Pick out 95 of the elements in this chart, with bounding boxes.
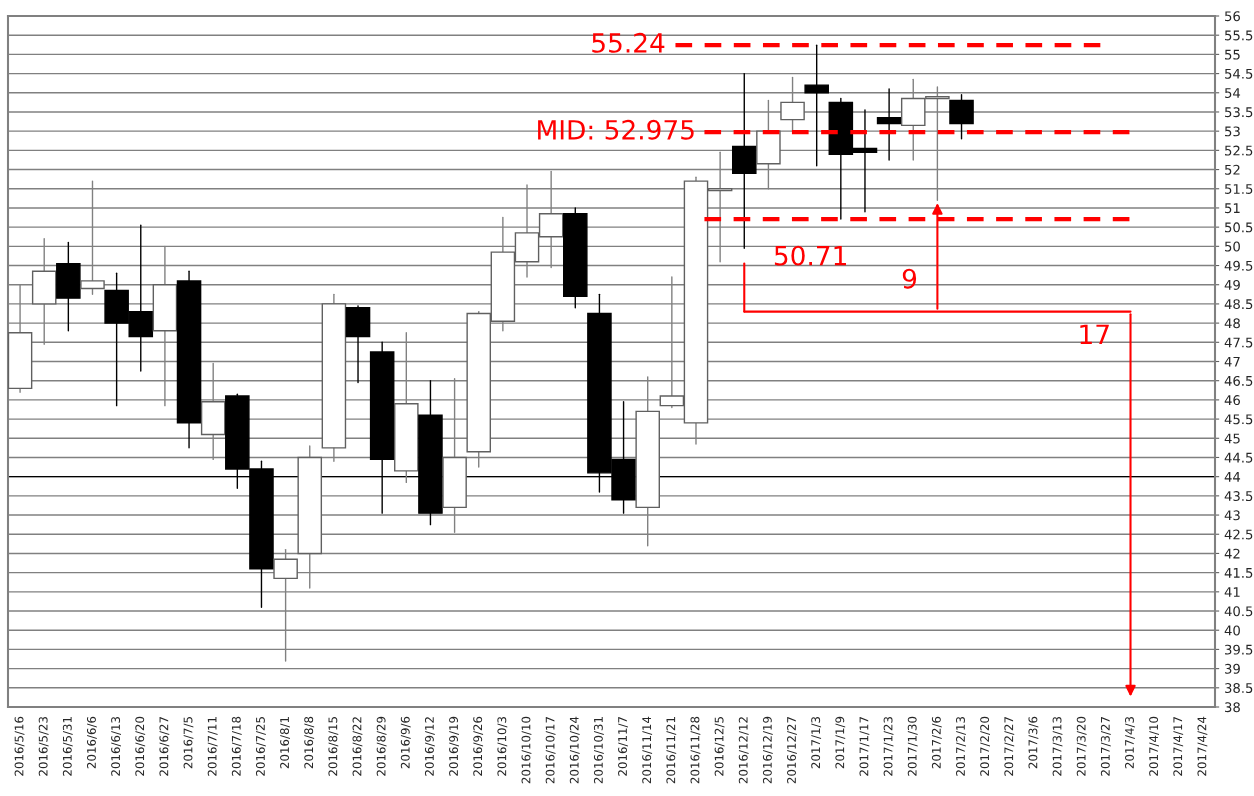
x-tick-label: 2017/1/30	[907, 716, 918, 776]
x-tick-label: 2016/11/14	[642, 716, 653, 784]
x-tick-label: 2016/5/16	[14, 716, 25, 776]
candlestick	[804, 44, 829, 167]
y-tick-label: 44	[1224, 472, 1241, 482]
y-tick-label: 49.5	[1224, 260, 1253, 271]
y-tick-label: 47	[1224, 356, 1240, 367]
x-tick-label: 2017/4/24	[1197, 716, 1208, 776]
y-tick-label: 52	[1225, 164, 1240, 175]
x-tick-label: 2016/6/20	[135, 716, 146, 776]
y-tick-label: 51	[1225, 203, 1240, 214]
y-tick-label: 48	[1224, 318, 1240, 329]
y-tick-label: 46	[1224, 395, 1240, 406]
y-tick-label: 48.5	[1224, 299, 1253, 310]
x-tick-label: 2017/3/13	[1052, 716, 1063, 776]
x-tick-label: 2016/9/6	[400, 716, 411, 769]
y-tick-label: 51.5	[1225, 184, 1253, 194]
x-tick-label: 2016/6/27	[159, 717, 170, 776]
x-tick-label: 2016/8/29	[376, 716, 387, 776]
x-tick-label: 2016/5/31	[62, 717, 73, 776]
x-tick-label: 2016/9/19	[449, 716, 459, 776]
x-tick-label: 2016/10/3	[497, 716, 508, 776]
annotation: 9	[902, 268, 917, 289]
y-tick-label: 41	[1224, 587, 1240, 597]
x-tick-label: 2016/10/24	[569, 716, 580, 784]
x-tick-label: 2016/8/8	[304, 716, 315, 769]
x-tick-label: 2017/1/3	[811, 716, 822, 769]
x-tick-label: 2017/1/17	[859, 717, 870, 776]
candlestick	[876, 88, 902, 161]
y-tick-label: 53.5	[1225, 107, 1253, 118]
y-tick-label: 39.5	[1225, 644, 1253, 655]
x-tick-label: 2016/11/28	[690, 716, 701, 784]
x-tick-label: 2016/11/7	[618, 717, 628, 776]
y-tick-label: 46.5	[1224, 375, 1253, 386]
x-tick-label: 2017/2/13	[956, 716, 966, 776]
x-tick-label: 2016/5/23	[38, 716, 49, 776]
y-tick-label: 45.5	[1224, 414, 1253, 425]
y-tick-label: 52.5	[1225, 145, 1253, 156]
y-tick-label: 47.5	[1224, 337, 1253, 348]
y-tick-label: 40	[1224, 625, 1240, 636]
y-tick-label: 54.5	[1225, 68, 1253, 79]
x-tick-label: 2017/4/10	[1149, 716, 1159, 776]
ref-line-label: MID: 52.975	[538, 119, 694, 140]
x-tick-label: 2016/12/19	[762, 716, 773, 784]
x-tick-label: 2016/11/21	[666, 717, 677, 784]
y-tick-label: 49	[1224, 279, 1240, 290]
x-tick-label: 2016/12/27	[787, 717, 797, 784]
x-tick-label: 2017/1/23	[883, 716, 894, 776]
annotation: 17	[1080, 324, 1109, 344]
x-tick-label: 2016/10/10	[521, 716, 532, 784]
x-tick-label: 2016/6/13	[111, 716, 121, 776]
candlestick	[949, 94, 974, 140]
x-tick-label: 2016/7/25	[255, 717, 266, 776]
x-tick-label: 2016/8/22	[352, 717, 363, 776]
x-tick-label: 2017/3/6	[1028, 716, 1039, 769]
y-tick-label: 42	[1224, 548, 1240, 559]
x-tick-label: 2016/7/5	[183, 717, 194, 769]
y-tick-label: 55.5	[1225, 30, 1253, 41]
x-tick-label: 2016/12/5	[714, 717, 725, 776]
ref-line-label: 55.24	[592, 32, 665, 53]
x-tick-label: 2017/3/27	[1100, 717, 1111, 776]
x-tick-label: 2017/4/17	[1173, 717, 1184, 776]
y-tick-label: 39	[1225, 663, 1240, 674]
x-tick-label: 2017/4/3	[1125, 716, 1135, 769]
x-tick-label: 2016/12/12	[738, 717, 749, 784]
x-tick-label: 2016/6/6	[86, 716, 97, 769]
y-tick-label: 56	[1225, 11, 1240, 22]
y-tick-label: 55	[1225, 49, 1240, 60]
y-tick-label: 40.5	[1224, 606, 1253, 617]
x-tick-label: 2016/10/31	[593, 717, 604, 784]
y-tick-label: 45	[1224, 433, 1240, 444]
x-tick-label: 2016/7/18	[231, 716, 242, 776]
x-tick-label: 2017/1/9	[835, 716, 846, 769]
y-tick-label: 38.5	[1225, 683, 1253, 694]
x-tick-label: 2017/2/27	[1004, 717, 1015, 776]
y-tick-label: 41.5	[1224, 568, 1253, 578]
y-tick-label: 44.5	[1224, 452, 1253, 463]
ref-line-label: 50.71	[774, 245, 846, 266]
y-tick-label: 50	[1225, 241, 1240, 252]
x-tick-label: 2016/9/12	[424, 717, 435, 776]
x-tick-label: 2017/2/20	[980, 716, 991, 776]
x-tick-label: 2016/9/26	[473, 716, 484, 776]
x-tick-label: 2016/8/15	[328, 717, 339, 776]
x-tick-label: 2017/3/20	[1076, 716, 1087, 776]
y-tick-label: 43.5	[1224, 491, 1253, 502]
y-tick-label: 54	[1225, 88, 1241, 98]
y-tick-label: 53	[1225, 126, 1240, 137]
y-tick-label: 42.5	[1224, 529, 1253, 540]
x-tick-label: 2016/7/11	[207, 717, 218, 776]
x-tick-label: 2016/10/17	[545, 717, 556, 784]
y-tick-label: 38	[1225, 702, 1240, 713]
y-tick-label: 50.5	[1225, 222, 1253, 233]
y-tick-label: 43	[1224, 510, 1240, 521]
x-tick-label: 2017/2/6	[931, 716, 942, 769]
x-tick-label: 2016/8/1	[280, 717, 290, 769]
